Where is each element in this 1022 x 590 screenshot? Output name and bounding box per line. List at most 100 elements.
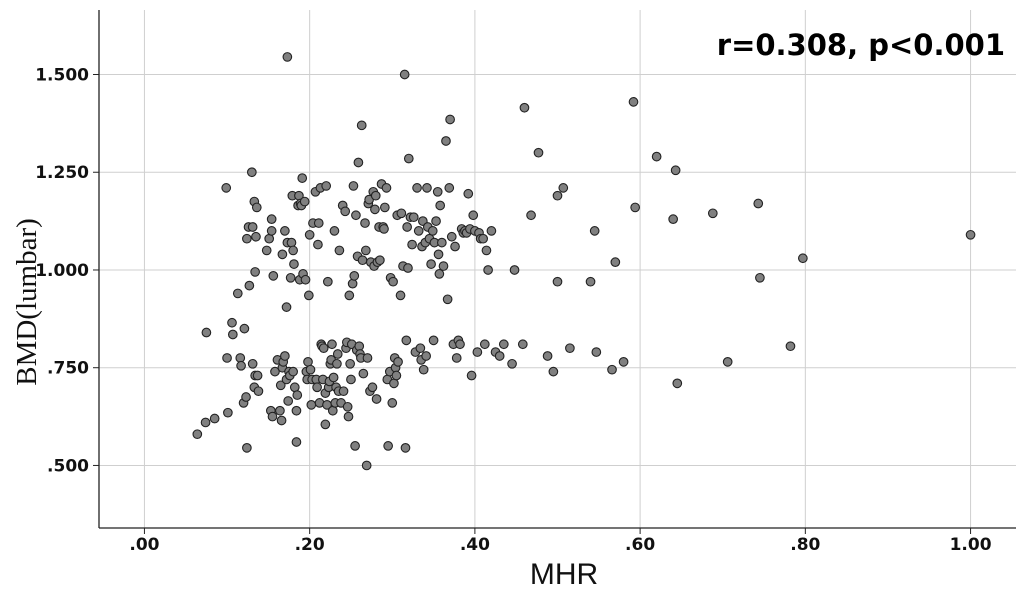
- x-tick-label: .40: [460, 535, 490, 555]
- data-point: [422, 183, 432, 193]
- correlation-annotation: r=0.308, p<0.001: [717, 28, 1005, 62]
- axes: [93, 10, 1016, 534]
- data-point: [343, 411, 354, 422]
- data-point: [244, 280, 255, 291]
- data-point: [338, 386, 349, 397]
- data-point: [286, 237, 297, 248]
- data-point: [232, 288, 243, 299]
- data-point: [434, 269, 445, 279]
- data-point: [618, 356, 629, 367]
- data-point: [407, 239, 417, 250]
- data-point: [281, 302, 292, 312]
- y-axis-title: BMD(lumbar): [11, 218, 43, 386]
- data-point: [519, 102, 530, 113]
- data-point: [306, 400, 317, 410]
- data-point: [494, 351, 505, 361]
- data-point: [332, 349, 343, 359]
- data-point: [268, 270, 279, 281]
- x-tick-label: .20: [295, 535, 325, 555]
- data-point: [276, 415, 287, 426]
- data-point: [347, 278, 358, 289]
- data-point: [428, 335, 439, 346]
- data-point: [349, 270, 360, 281]
- data-point: [383, 441, 393, 451]
- data-point: [289, 259, 299, 269]
- data-point: [413, 226, 424, 236]
- y-tick-label: 1.000: [35, 261, 89, 281]
- data-point: [607, 364, 617, 375]
- data-point: [251, 231, 261, 242]
- data-point: [435, 200, 446, 211]
- data-point: [565, 343, 575, 354]
- data-point: [507, 358, 517, 369]
- data-point: [371, 394, 382, 404]
- data-point: [358, 368, 369, 379]
- data-point: [403, 153, 414, 164]
- data-point: [282, 52, 293, 62]
- data-point: [610, 257, 621, 268]
- data-point: [351, 210, 361, 221]
- data-point: [455, 339, 465, 350]
- data-point: [313, 218, 324, 228]
- data-point: [436, 237, 447, 248]
- data-point: [585, 276, 596, 287]
- data-point: [418, 364, 429, 375]
- data-point: [755, 272, 765, 283]
- data-point: [275, 405, 285, 416]
- data-point: [327, 339, 337, 350]
- data-point: [280, 351, 290, 361]
- data-point: [396, 208, 407, 219]
- data-points: [192, 52, 976, 471]
- data-point: [360, 245, 371, 256]
- data-point: [672, 378, 683, 389]
- data-point: [299, 196, 310, 207]
- data-point: [707, 208, 718, 219]
- data-point: [291, 437, 302, 447]
- data-point: [270, 366, 280, 377]
- data-point: [250, 267, 260, 277]
- data-point: [558, 183, 569, 193]
- data-point: [552, 190, 563, 201]
- data-point: [253, 386, 264, 397]
- data-point: [200, 417, 211, 428]
- data-point: [292, 390, 303, 400]
- data-point: [431, 216, 441, 226]
- data-point: [297, 173, 308, 183]
- data-point: [251, 202, 262, 213]
- data-point: [438, 261, 449, 271]
- data-point: [370, 190, 381, 201]
- data-point: [334, 245, 345, 256]
- data-point: [478, 233, 488, 244]
- data-point: [722, 356, 733, 367]
- data-point: [387, 398, 398, 408]
- data-point: [548, 366, 559, 377]
- data-point: [466, 370, 477, 381]
- data-point: [399, 69, 410, 80]
- data-point: [283, 396, 294, 406]
- data-point: [357, 255, 368, 266]
- data-point: [350, 441, 360, 451]
- data-point: [320, 419, 331, 430]
- data-point: [361, 460, 372, 471]
- y-tick-label: 1.500: [35, 66, 89, 86]
- data-point: [342, 401, 353, 412]
- data-point: [651, 151, 662, 162]
- data-point: [753, 198, 764, 209]
- data-point: [221, 183, 232, 193]
- data-point: [241, 392, 251, 402]
- data-point: [533, 147, 544, 158]
- data-point: [388, 276, 398, 287]
- data-point: [356, 120, 367, 131]
- data-point: [239, 323, 250, 334]
- data-point: [445, 114, 455, 125]
- data-point: [227, 329, 238, 340]
- data-point: [321, 181, 332, 191]
- data-point: [444, 183, 455, 193]
- data-point: [209, 413, 220, 424]
- data-point: [432, 186, 443, 197]
- data-point: [630, 202, 641, 213]
- data-point: [463, 188, 474, 199]
- data-point: [247, 358, 258, 369]
- data-point: [235, 353, 246, 363]
- data-point: [312, 382, 322, 393]
